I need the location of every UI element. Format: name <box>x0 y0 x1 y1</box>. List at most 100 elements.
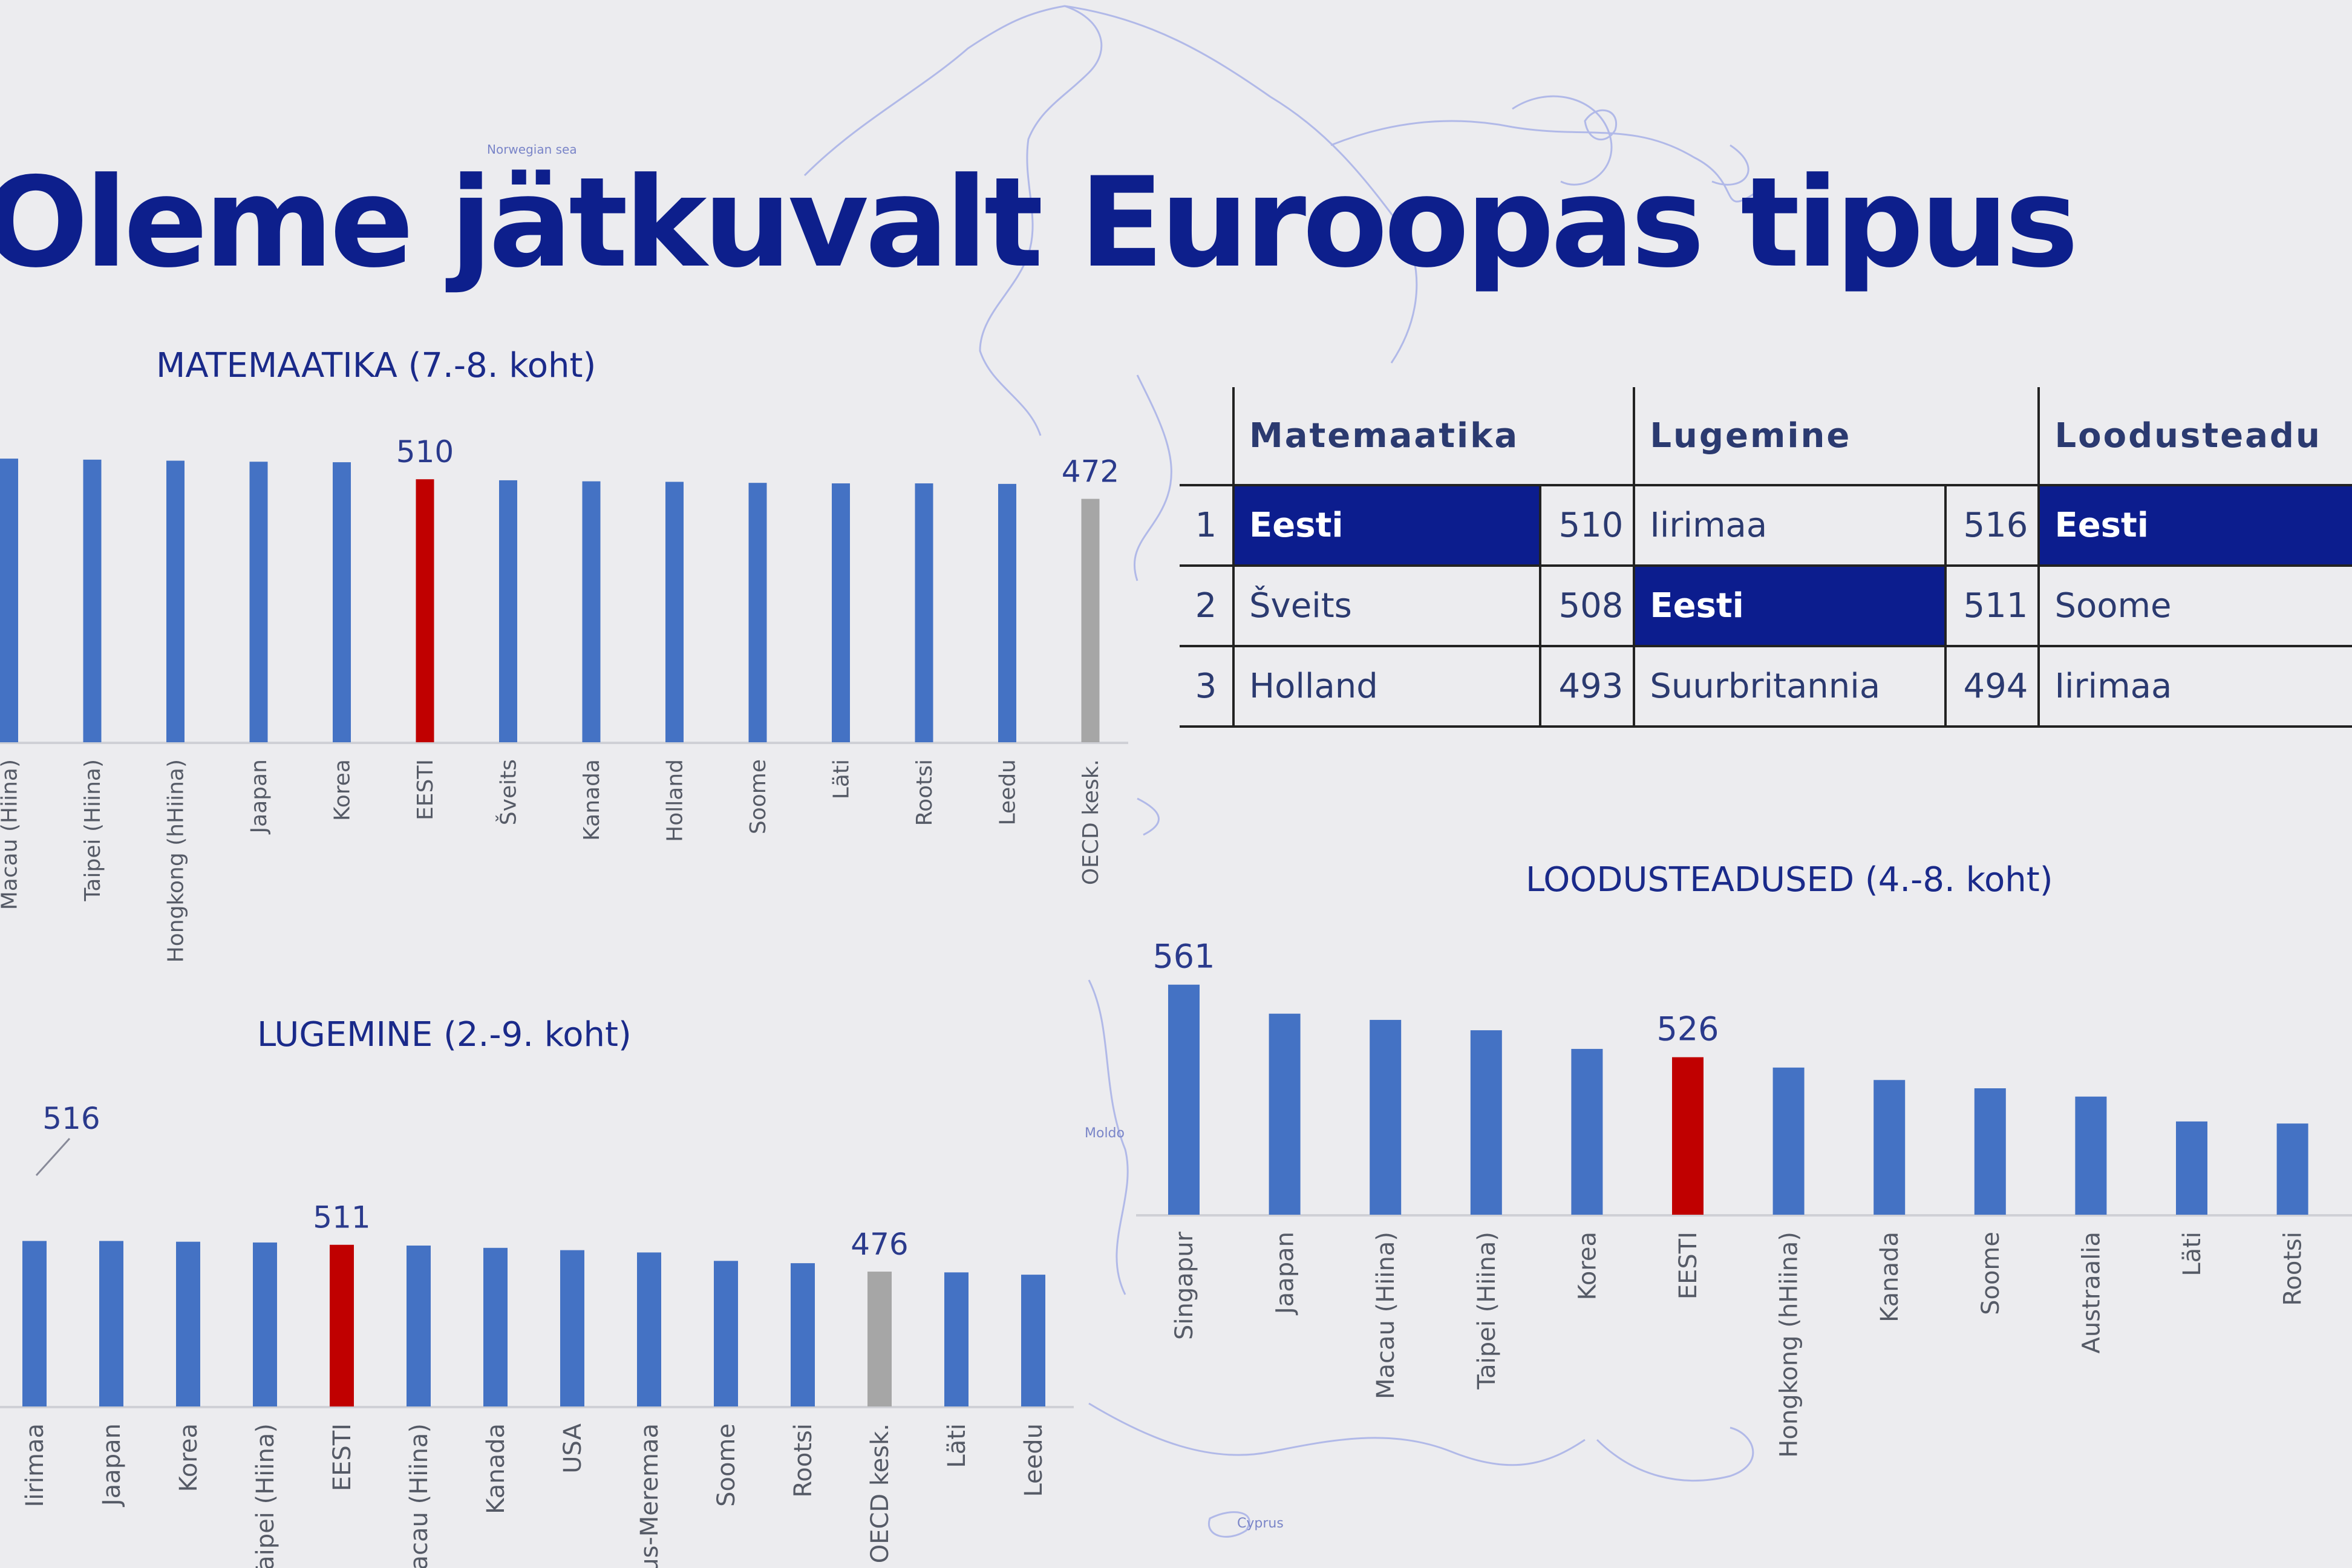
reading-bar <box>253 1242 277 1406</box>
science-bar <box>1772 1067 1805 1215</box>
header-reading: Lugemine <box>1633 387 2039 485</box>
science-bar <box>1269 1013 1301 1215</box>
page-title: Oleme jätkuvalt Euroopas tipus <box>0 151 2079 295</box>
reading-bar <box>22 1241 47 1406</box>
reading-country-cell: Suurbritannia <box>1633 645 1945 728</box>
math-bar <box>582 481 601 742</box>
header-rank <box>1180 387 1233 485</box>
reading-score-cell: 511 <box>1944 564 2039 646</box>
science-tick-label: Macau (Hiina) <box>1372 1232 1400 1399</box>
math-score-cell: 508 <box>1539 564 1635 646</box>
science-bar <box>1168 984 1200 1215</box>
math-bar <box>998 483 1016 742</box>
ranking-table: Matemaatika Lugemine Loodusteadu 1 Eesti… <box>1180 387 2352 728</box>
science-tick-label: Austraalia <box>2077 1232 2105 1353</box>
math-tick-label: Taipei (Hiina) <box>80 759 105 902</box>
map-outline-left-edge <box>1088 979 1129 1295</box>
map-outline-scandinavia <box>803 5 1103 436</box>
science-data-label: 526 <box>1656 1010 1719 1048</box>
header-math: Matemaatika <box>1232 387 1635 485</box>
math-tick-label: Läti <box>829 759 854 799</box>
map-outline-black-sea <box>1596 1426 1754 1481</box>
science-bar <box>1873 1080 1906 1215</box>
reading-data-label: 476 <box>851 1227 908 1262</box>
science-bar <box>2176 1121 2207 1215</box>
math-tick-label: Kanada <box>580 759 604 841</box>
map-outline-coast-bottom <box>1088 1402 1586 1466</box>
reading-data-label: 516 <box>42 1101 100 1136</box>
reading-tick-label: EESTI <box>328 1423 356 1491</box>
table-row: 1 Eesti 510 Iirimaa 516 Eesti <box>1180 484 2352 566</box>
rank-cell: 2 <box>1180 564 1233 646</box>
science-tick-label: EESTI <box>1674 1232 1702 1299</box>
math-score-cell: 493 <box>1539 645 1635 728</box>
reading-bar <box>483 1247 508 1406</box>
map-outline-coast-left <box>1137 797 1160 836</box>
reading-bar <box>714 1261 738 1406</box>
science-bar <box>1974 1088 2006 1215</box>
science-tick-label: Läti <box>2178 1232 2206 1276</box>
math-bar <box>665 482 684 742</box>
science-tick-label: Kanada <box>1876 1232 1904 1322</box>
math-tick-label: Rootsi <box>912 759 937 826</box>
math-tick-label: Jaapan <box>247 759 272 834</box>
math-tick-label: Leedu <box>996 759 1021 825</box>
reading-bar <box>99 1241 123 1406</box>
reading-country-cell: Eesti <box>1633 564 1945 646</box>
science-bar <box>2075 1096 2107 1215</box>
science-tick-label: Hongkong (hHiina) <box>1775 1232 1803 1458</box>
science-country-cell: Iirimaa <box>2037 645 2352 728</box>
reading-tick-label: Jaapan <box>98 1423 126 1508</box>
reading-bar <box>330 1244 354 1406</box>
math-bar <box>249 462 268 742</box>
map-outline-white-sea <box>1512 95 1613 186</box>
reading-tick-label: Taipei (Hiina) <box>252 1423 279 1568</box>
science-chart-title: LOODUSTEADUSED (4.-8. koht) <box>1526 860 2053 900</box>
reading-tick-label: Iirimaa <box>21 1423 49 1507</box>
reading-leader-line <box>35 1137 71 1177</box>
ranking-table-container: Matemaatika Lugemine Loodusteadu 1 Eesti… <box>1180 387 2352 728</box>
reading-bar <box>176 1241 200 1406</box>
math-tick-label: Holland <box>663 759 688 842</box>
science-data-label: 561 <box>1152 938 1215 976</box>
map-outline-coast-right <box>1711 144 1749 186</box>
reading-bar <box>944 1272 969 1406</box>
math-tick-label: EESTI <box>413 759 438 820</box>
reading-score-cell: 494 <box>1944 645 2039 728</box>
science-bar <box>1672 1057 1704 1215</box>
reading-country-cell: Iirimaa <box>1633 484 1945 566</box>
math-data-label: 472 <box>1062 454 1119 489</box>
math-bar <box>1081 498 1100 742</box>
reading-tick-label: Leedu <box>1020 1423 1048 1497</box>
math-bar <box>166 460 185 742</box>
math-bar <box>748 483 767 742</box>
math-bar <box>0 459 18 742</box>
science-tick-label: Jaapan <box>1272 1232 1299 1316</box>
science-tick-label: Rootsi <box>2279 1232 2307 1306</box>
reading-bar <box>407 1245 431 1406</box>
rank-cell: 1 <box>1180 484 1233 566</box>
reading-tick-label: Soome <box>713 1423 740 1507</box>
science-tick-label: Taipei (Hiina) <box>1473 1232 1501 1390</box>
map-outline-finland <box>1064 5 1418 364</box>
map-outline-baltic <box>1133 374 1172 581</box>
reading-chart-title: LUGEMINE (2.-9. koht) <box>257 1015 632 1054</box>
reading-tick-label: OECD kesk. <box>866 1423 894 1563</box>
science-country-cell: Soome <box>2037 564 2352 646</box>
science-country-cell: Eesti <box>2037 484 2352 566</box>
math-tick-label: Korea <box>330 759 355 821</box>
reading-bar <box>637 1252 661 1406</box>
map-outline-cyprus <box>1207 1511 1250 1538</box>
table-row: 2 Šveits 508 Eesti 511 Soome <box>1180 564 2352 646</box>
reading-score-cell: 516 <box>1944 484 2039 566</box>
reading-tick-label: Läti <box>943 1423 971 1468</box>
math-bar <box>915 483 933 742</box>
reading-data-label: 511 <box>313 1200 370 1235</box>
science-bar <box>1470 1030 1502 1215</box>
math-bar <box>416 479 434 742</box>
math-tick-label: Šveits <box>496 759 521 825</box>
map-label-norwegian-sea: Norwegian sea <box>487 142 577 157</box>
